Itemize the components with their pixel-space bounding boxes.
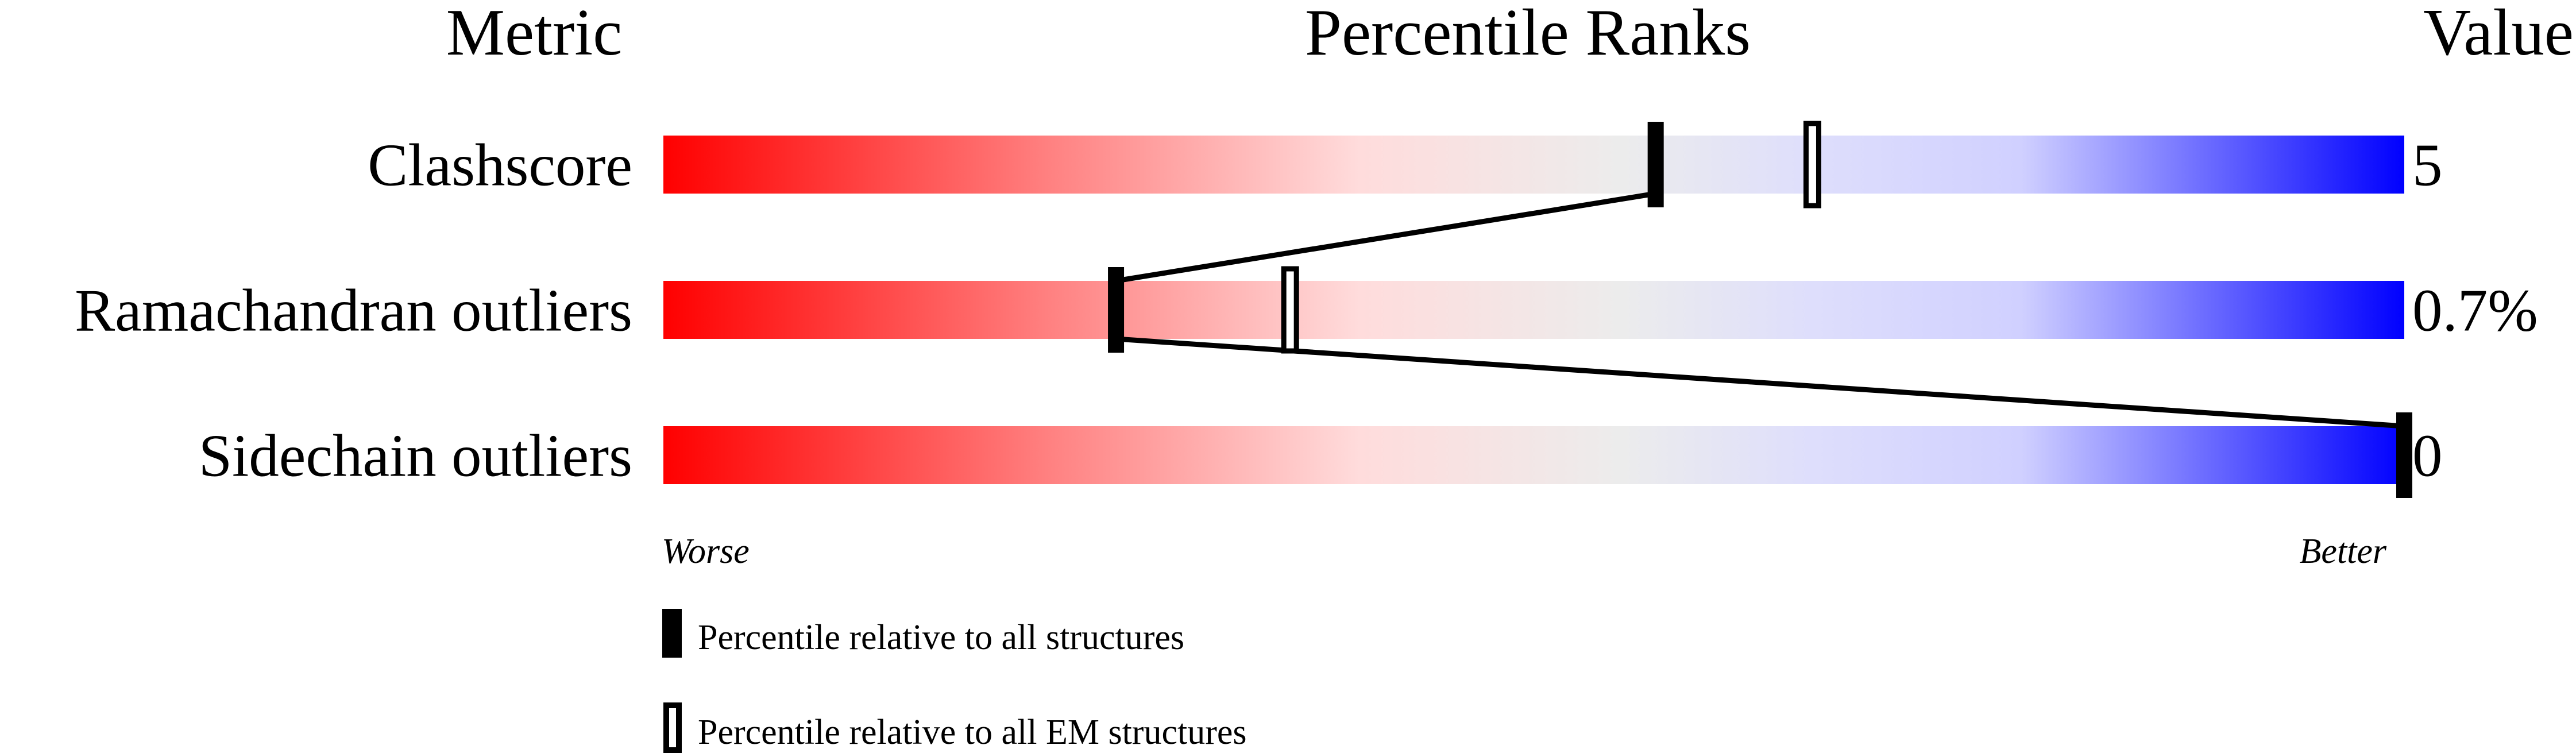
marker-all-structures — [1108, 267, 1125, 353]
marker-em-structures — [1803, 121, 1821, 208]
marker-all-structures — [1647, 122, 1664, 207]
metric-label: Ramachandran outliers — [75, 277, 632, 344]
marker-all-structures — [2396, 412, 2412, 498]
legend-em-label: Percentile relative to all EM structures — [698, 713, 1247, 752]
percentile-bar — [663, 136, 2404, 194]
legend-em-marker — [663, 702, 682, 753]
axis-better-label: Better — [2300, 532, 2387, 571]
header-value: Value — [2423, 0, 2574, 69]
metric-label: Sidechain outliers — [199, 422, 632, 489]
marker-em-structures — [1281, 266, 1299, 354]
metric-label: Clashscore — [368, 132, 632, 199]
axis-worse-label: Worse — [662, 532, 750, 571]
metric-value: 5 — [2412, 132, 2443, 199]
connector-line — [1115, 336, 2405, 429]
percentile-bar — [663, 426, 2404, 484]
header-metric: Metric — [446, 0, 623, 69]
legend-all-marker — [662, 609, 682, 658]
header-percentile-ranks: Percentile Ranks — [1305, 0, 1751, 69]
legend-all-label: Percentile relative to all structures — [698, 618, 1184, 657]
percentile-bar — [663, 281, 2404, 339]
connector-line — [1115, 191, 1656, 284]
metric-value: 0 — [2412, 422, 2443, 489]
metric-value: 0.7% — [2412, 277, 2538, 344]
